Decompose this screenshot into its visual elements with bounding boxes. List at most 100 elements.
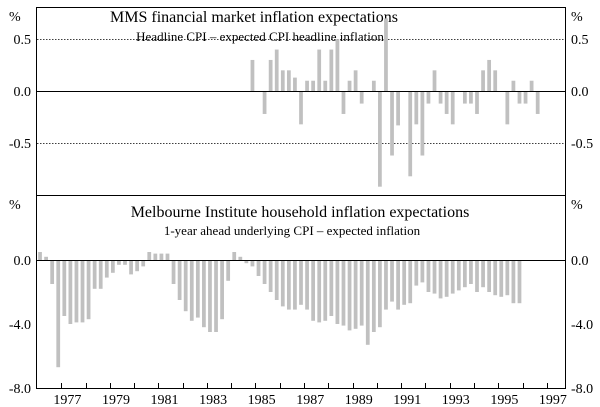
bottom-bar-11 [104,260,109,278]
x-tick-label-0: 1977 [53,393,81,407]
bottom-bar-8 [86,260,91,320]
bottom-bar-50 [341,260,346,326]
top-bar-48 [329,49,334,92]
top-bar-64 [426,91,431,104]
top-bar-42 [293,77,297,92]
x-axis: 1977 1979 1981 1983 1985 1987 1989 1991 1993 1995… [53,383,567,407]
x-tick-label-1: 1979 [102,393,130,407]
bottom-title: Melbourne Institute household inflation … [131,204,470,221]
bottom-bar-4 [62,260,67,316]
bottom-subtitle: 1-year ahead underlying CPI – expected i… [164,223,421,238]
bottom-ytick-left-1: -4.0 [9,318,31,333]
bottom-bar-63 [420,260,425,283]
top-bar-35 [250,59,255,92]
top-ytick-left-1: 0.0 [14,85,32,100]
top-ytick-right-2: -0.5 [571,137,593,152]
bottom-bar-48 [329,260,334,316]
top-unit-left: % [9,10,21,25]
bottom-bars [38,252,522,368]
bottom-bar-75 [493,260,498,296]
top-bar-55 [371,80,376,92]
bottom-unit-right: % [571,198,583,213]
x-tick-label-6: 1989 [345,393,373,407]
bottom-bar-40 [280,260,285,307]
bottom-bar-33 [238,256,243,260]
bottom-bar-53 [359,260,364,326]
top-bar-40 [280,70,285,92]
bottom-bar-21 [165,253,170,260]
bottom-bar-47 [323,260,328,321]
bottom-bar-20 [159,253,164,260]
x-tick-label-5: 1987 [296,393,324,407]
bottom-ytick-right-2: -8.0 [571,382,593,397]
bottom-bar-76 [499,260,504,297]
bottom-bar-62 [414,260,419,286]
top-bar-75 [493,70,498,92]
bottom-bar-67 [444,260,449,297]
bottom-bar-24 [183,260,188,312]
top-ytick-left-0: 0.5 [14,33,32,48]
bottom-bar-35 [250,260,255,267]
top-title: MMS financial market inflation expectati… [110,9,398,26]
bottom-bar-7 [80,260,85,323]
bottom-bar-18 [147,252,152,260]
top-bar-58 [390,91,394,156]
bottom-bar-64 [426,260,431,292]
top-bar-65 [432,70,437,92]
top-bar-37 [262,91,267,114]
x-tick-label-3: 1983 [199,393,227,407]
bottom-bar-16 [135,260,140,272]
bottom-bar-1 [44,256,48,260]
bottom-bar-66 [438,260,443,299]
x-tick-label-8: 1993 [442,393,470,407]
bottom-bar-77 [505,260,510,296]
x-tick-label-10: 1997 [539,393,567,407]
top-bar-78 [511,80,516,92]
bottom-bar-0 [38,252,42,260]
bottom-bar-12 [110,260,115,273]
x-tick-label-4: 1985 [248,393,276,407]
bottom-ytick-right-0: 0.0 [571,254,589,269]
bottom-bar-27 [202,260,206,328]
bottom-bar-44 [305,260,309,310]
bottom-bar-55 [371,260,376,332]
bottom-bar-17 [141,260,146,267]
bottom-bar-19 [153,253,158,260]
bottom-bar-78 [511,260,516,304]
bottom-bar-5 [68,260,73,324]
top-bar-70 [462,91,467,104]
bottom-bar-23 [177,260,182,300]
top-ytick-right-1: 0.0 [571,85,589,100]
bottom-bar-14 [123,260,127,265]
bottom-bar-56 [378,260,382,328]
bottom-bar-15 [129,260,133,275]
top-bar-43 [299,91,303,125]
top-bar-79 [517,91,522,104]
bottom-axis: 0.0 0.0 -4.0 -4.0 -8.0 -8.0 [9,254,593,397]
bottom-bar-13 [117,260,121,265]
bottom-bar-79 [517,260,522,304]
top-unit-right: % [571,10,583,25]
bottom-bar-73 [481,260,485,288]
bottom-bar-70 [462,260,467,288]
top-bar-59 [396,91,400,126]
top-bar-80 [523,91,528,104]
top-bar-77 [505,91,510,125]
bottom-bar-59 [396,260,400,310]
bottom-bar-43 [299,260,303,305]
top-ytick-left-2: -0.5 [9,137,31,152]
bottom-bar-71 [469,260,473,284]
bottom-bar-31 [226,260,231,281]
bottom-bar-30 [220,260,224,320]
bottom-bar-45 [311,260,316,321]
bottom-bar-72 [475,260,479,292]
bottom-bar-10 [98,260,103,289]
bottom-bar-9 [92,260,97,289]
top-axis: 0.5 0.5 0.0 0.0 -0.5 -0.5 [9,33,593,152]
bottom-ytick-right-1: -4.0 [571,318,593,333]
bottom-bar-57 [384,260,388,310]
bottom-bar-32 [232,252,237,260]
top-bar-82 [535,91,540,114]
top-bar-41 [286,70,291,92]
